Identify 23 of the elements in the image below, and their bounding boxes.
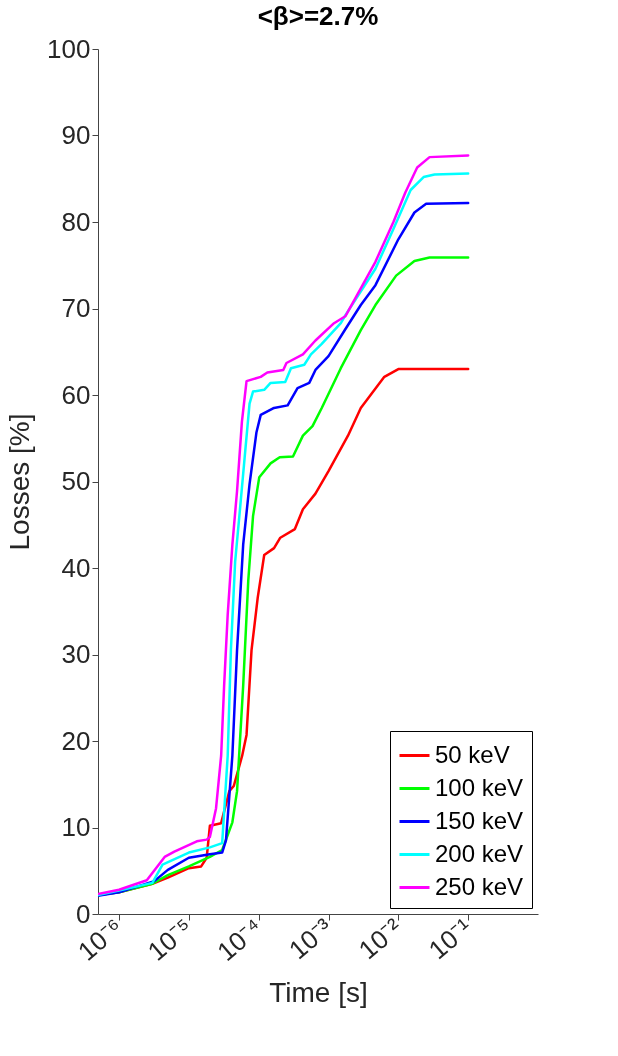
x-tick-label: 10⁻² xyxy=(352,912,409,966)
legend-label: 50 keV xyxy=(435,740,510,768)
legend-label: 150 keV xyxy=(435,806,524,834)
x-tick-label: 10⁻⁴ xyxy=(211,912,269,967)
y-tick-label: 30 xyxy=(61,639,91,669)
legend-label: 250 keV xyxy=(435,872,524,900)
y-tick-label: 40 xyxy=(61,552,91,583)
legend-label: 100 keV xyxy=(435,773,524,801)
y-tick-label: 70 xyxy=(61,293,91,323)
y-axis-title: Losses [%] xyxy=(4,413,36,551)
legend-label: 200 keV xyxy=(435,839,524,867)
y-tick-label: 10 xyxy=(61,812,91,842)
y-tick-label: 60 xyxy=(61,379,91,410)
x-tick-label: 10⁻⁵ xyxy=(141,912,199,967)
y-tick-label: 20 xyxy=(61,725,91,756)
y-tick-label: 50 xyxy=(61,466,91,496)
y-tick-label: 100 xyxy=(47,33,91,64)
y-tick-label: 90 xyxy=(61,120,91,150)
y-tick-label: 80 xyxy=(61,206,91,237)
x-tick-label: 10⁻¹ xyxy=(422,912,478,966)
chart-title: <β>=2.7% xyxy=(257,1,379,31)
x-tick-label: 10⁻³ xyxy=(283,912,339,966)
x-axis-title: Time [s] xyxy=(269,977,368,1009)
